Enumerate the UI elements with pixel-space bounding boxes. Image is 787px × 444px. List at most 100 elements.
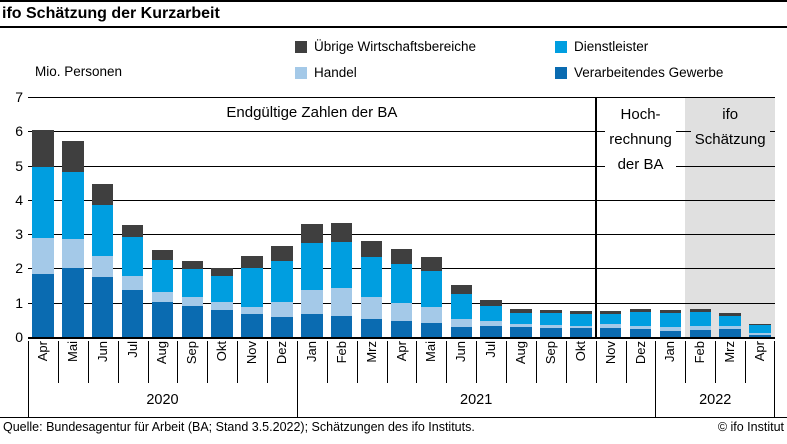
- bar-segment: [301, 243, 323, 290]
- bar-segment: [599, 328, 622, 337]
- legend-label: Übrige Wirtschaftsbereiche: [314, 39, 477, 54]
- month-tick: [446, 341, 448, 383]
- bar-segment: [330, 242, 353, 289]
- y-tick-label: 4: [15, 191, 23, 208]
- month-tick: [237, 341, 239, 383]
- bar-segment: [749, 325, 771, 333]
- gridline: [28, 97, 775, 98]
- bar-segment: [271, 317, 293, 337]
- bar-segment: [181, 260, 204, 270]
- annotation-line: der BA: [617, 156, 664, 173]
- year-label: 2022: [699, 392, 732, 408]
- bar-segment: [749, 323, 771, 326]
- year-separator: [28, 341, 29, 417]
- legend-swatch-dienstleister-icon: [555, 41, 567, 53]
- month-tick: [87, 341, 89, 383]
- bar-segment: [301, 314, 323, 337]
- year-separator: [655, 341, 657, 417]
- bar-segment: [32, 237, 54, 274]
- bar-segment: [749, 332, 771, 335]
- bar-segment: [390, 303, 413, 321]
- bar-segment: [62, 140, 84, 172]
- bar-segment: [599, 310, 622, 315]
- page-title: ifo Schätzung der Kurzarbeit: [2, 5, 220, 22]
- month-tick: [416, 341, 418, 383]
- bar-segment: [121, 224, 144, 237]
- bar-segment: [510, 327, 532, 337]
- month-tick: [207, 341, 209, 383]
- month-label: Jun: [94, 341, 110, 362]
- bar-segment: [91, 205, 114, 256]
- bar-segment: [689, 326, 712, 331]
- month-label: Dez: [273, 341, 289, 365]
- source-note: Quelle: Bundesagentur für Arbeit (BA; St…: [3, 420, 475, 434]
- bar-segment: [32, 273, 54, 337]
- bar-segment: [121, 236, 144, 276]
- bar-segment: [599, 324, 622, 329]
- bar-segment: [360, 240, 383, 257]
- title-underline: [0, 26, 787, 28]
- month-tick: [177, 341, 179, 383]
- y-tick-label: 7: [15, 89, 23, 105]
- bar-segment: [390, 320, 413, 337]
- month-label: Sep: [184, 341, 200, 365]
- bar-segment: [629, 311, 652, 326]
- legend-item-handel: Handel: [295, 65, 555, 80]
- bar-segment: [301, 289, 323, 315]
- gridline: [28, 165, 775, 167]
- legend-item-dienstleister: Dienstleister: [555, 39, 723, 54]
- bar-segment: [450, 318, 472, 327]
- copyright-note: © ifo Institut: [717, 420, 784, 434]
- month-label: Mrz: [363, 341, 379, 363]
- bar-segment: [211, 309, 233, 337]
- bar-segment: [151, 249, 174, 260]
- annotation-line: Schätzung: [694, 131, 766, 148]
- bar-segment: [390, 249, 413, 265]
- bar-segment: [360, 296, 383, 319]
- bar-segment: [32, 167, 54, 238]
- legend-label: Handel: [314, 65, 357, 80]
- bar-segment: [629, 308, 652, 312]
- month-label: Mai: [64, 341, 80, 362]
- annotation-line: Hoch-: [620, 106, 661, 123]
- month-tick: [715, 341, 717, 383]
- annotation-line: rechnung: [609, 131, 672, 148]
- bar-segment: [540, 327, 562, 337]
- bar-segment: [330, 222, 353, 243]
- bar-segment: [121, 275, 144, 290]
- bar-segment: [570, 328, 592, 337]
- bar-segment: [540, 309, 562, 313]
- bar-segment: [91, 277, 114, 337]
- bar-segment: [271, 245, 293, 261]
- annotation-hochrechnung: Hoch- rechnung der BA: [596, 102, 686, 177]
- bar-segment: [241, 255, 263, 269]
- bar-segment: [599, 314, 622, 325]
- month-label: Jan: [303, 341, 319, 362]
- bar-segment: [420, 323, 443, 337]
- year-label: 2020: [146, 392, 179, 408]
- month-tick: [535, 341, 537, 383]
- bar-segment: [659, 327, 682, 331]
- y-tick-label: 6: [15, 123, 23, 140]
- bar-segment: [91, 255, 114, 277]
- month-label: Apr: [34, 341, 50, 362]
- month-tick: [506, 341, 508, 383]
- bar-segment: [659, 312, 682, 328]
- bar-segment: [420, 270, 443, 308]
- bar-segment: [480, 320, 502, 327]
- month-label: Nov: [244, 341, 260, 365]
- bar-segment: [629, 329, 652, 337]
- month-tick: [386, 341, 388, 383]
- footer-rule: [0, 417, 787, 418]
- bar-segment: [32, 129, 54, 168]
- bar-segment: [181, 306, 204, 337]
- bar-segment: [540, 325, 562, 328]
- legend-item-verarbeitendes-gewerbe: Verarbeitendes Gewerbe: [555, 65, 723, 80]
- year-label: 2021: [460, 392, 493, 408]
- x-axis: Apr Mai Jun Jul Aug Sep Okt Nov Dez Jan Feb Mrz Apr M…: [28, 338, 775, 418]
- bar-segment: [330, 288, 353, 316]
- month-label: Aug: [513, 341, 529, 365]
- top-rule: [0, 0, 787, 2]
- bar-segment: [540, 312, 562, 325]
- bar-segment: [659, 309, 682, 313]
